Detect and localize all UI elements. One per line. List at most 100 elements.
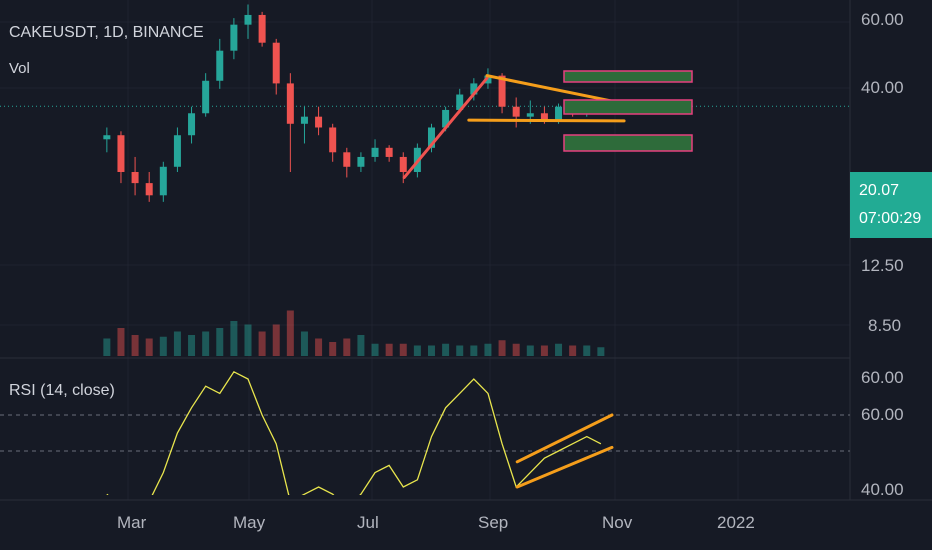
volume-bar xyxy=(131,335,139,356)
rsi-trendline xyxy=(515,445,614,489)
candle-body xyxy=(526,113,534,117)
symbol-title[interactable]: CAKEUSDT, 1D, BINANCE xyxy=(9,24,204,41)
trendline xyxy=(467,118,626,123)
bar-countdown: 07:00:29 xyxy=(859,210,922,227)
volume-bar xyxy=(272,324,280,356)
candle-body xyxy=(484,75,492,84)
y-tick-label-40: 40.00 xyxy=(861,78,904,97)
volume-bar xyxy=(413,345,421,356)
volume-bar xyxy=(300,331,308,356)
volume-bar xyxy=(456,345,464,356)
volume-bar xyxy=(202,331,210,356)
x-tick-jul: Jul xyxy=(357,513,379,532)
volume-bar xyxy=(117,328,125,356)
candle-body xyxy=(216,50,224,81)
volume-bar xyxy=(399,343,407,356)
candles xyxy=(103,4,605,202)
rsi-label[interactable]: RSI (14, close) xyxy=(9,382,115,399)
rsi-trendline xyxy=(515,413,614,464)
candle-body xyxy=(427,127,435,148)
volume-bar xyxy=(512,343,520,356)
x-tick-may: May xyxy=(233,513,266,532)
candle-body xyxy=(329,127,337,153)
rsi-tick-label-40: 40.00 xyxy=(861,480,904,499)
volume-bar xyxy=(103,338,111,356)
candle-body xyxy=(103,135,111,140)
trendline xyxy=(485,74,626,106)
y-tick-label-8-5: 8.50 xyxy=(868,316,902,335)
volume-bar xyxy=(569,345,577,356)
candle-body xyxy=(442,109,450,128)
candle-body xyxy=(230,24,238,51)
volume-bar xyxy=(385,343,393,356)
volume-bar xyxy=(173,331,181,356)
x-tick-mar: Mar xyxy=(117,513,147,532)
candle-body xyxy=(173,135,181,167)
candle-body xyxy=(555,106,563,121)
volume-bar xyxy=(427,345,435,356)
volume-bar xyxy=(258,331,266,356)
candle-body xyxy=(145,183,153,196)
volume-bar xyxy=(329,342,337,356)
volume-bar xyxy=(357,335,365,356)
candle-body xyxy=(300,116,308,124)
candle-body xyxy=(470,83,478,95)
volume-bar xyxy=(371,343,379,356)
volume-bars xyxy=(103,310,605,356)
volume-bar xyxy=(540,345,548,356)
x-tick-nov: Nov xyxy=(602,513,633,532)
candle-body xyxy=(343,152,351,167)
candle-body xyxy=(399,156,407,172)
candle-body xyxy=(258,14,266,43)
volume-bar xyxy=(244,324,252,356)
rsi-line xyxy=(106,370,602,495)
price-annotations xyxy=(402,70,693,179)
target-zone xyxy=(563,134,693,152)
candle-body xyxy=(159,166,167,196)
volume-bar xyxy=(498,340,506,356)
last-price-tag: 20.07 07:00:29 xyxy=(850,172,932,238)
last-price: 20.07 xyxy=(859,182,900,199)
rsi-panel xyxy=(0,370,850,495)
candle-body xyxy=(385,147,393,157)
volume-bar xyxy=(343,338,351,356)
target-zone xyxy=(563,70,693,83)
candle-body xyxy=(188,113,196,136)
candle-body xyxy=(540,113,548,121)
x-tick-2022: 2022 xyxy=(717,513,755,532)
candle-body xyxy=(286,83,294,124)
candle-body xyxy=(498,75,506,107)
trendline xyxy=(402,76,489,179)
volume-bar xyxy=(583,345,591,356)
candle-body xyxy=(512,106,520,117)
grid xyxy=(0,0,932,501)
volume-bar xyxy=(526,345,534,356)
rsi-tick-label-60: 60.00 xyxy=(861,405,904,424)
volume-bar xyxy=(286,310,294,356)
candle-body xyxy=(272,42,280,84)
candle-body xyxy=(357,156,365,167)
y-tick-label-60: 60.00 xyxy=(861,10,904,29)
volume-bar xyxy=(216,328,224,356)
volume-bar xyxy=(597,347,605,356)
volume-bar xyxy=(188,335,196,356)
candle-body xyxy=(371,147,379,157)
rsi-tick-label-top: 60.00 xyxy=(861,368,904,387)
volume-bar xyxy=(555,343,563,356)
volume-bar xyxy=(230,321,238,356)
volume-label[interactable]: Vol xyxy=(9,60,30,77)
candle-body xyxy=(117,135,125,172)
target-zone xyxy=(563,99,693,115)
volume-bar xyxy=(159,336,167,356)
x-tick-sep: Sep xyxy=(478,513,509,532)
volume-bar xyxy=(442,343,450,356)
candle-body xyxy=(244,14,252,25)
candle-body xyxy=(315,116,323,128)
volume-bar xyxy=(484,343,492,356)
volume-bar xyxy=(315,338,323,356)
volume-bar xyxy=(470,345,478,356)
candle-body xyxy=(131,171,139,184)
candle-body xyxy=(456,94,464,110)
candle-body xyxy=(202,80,210,114)
